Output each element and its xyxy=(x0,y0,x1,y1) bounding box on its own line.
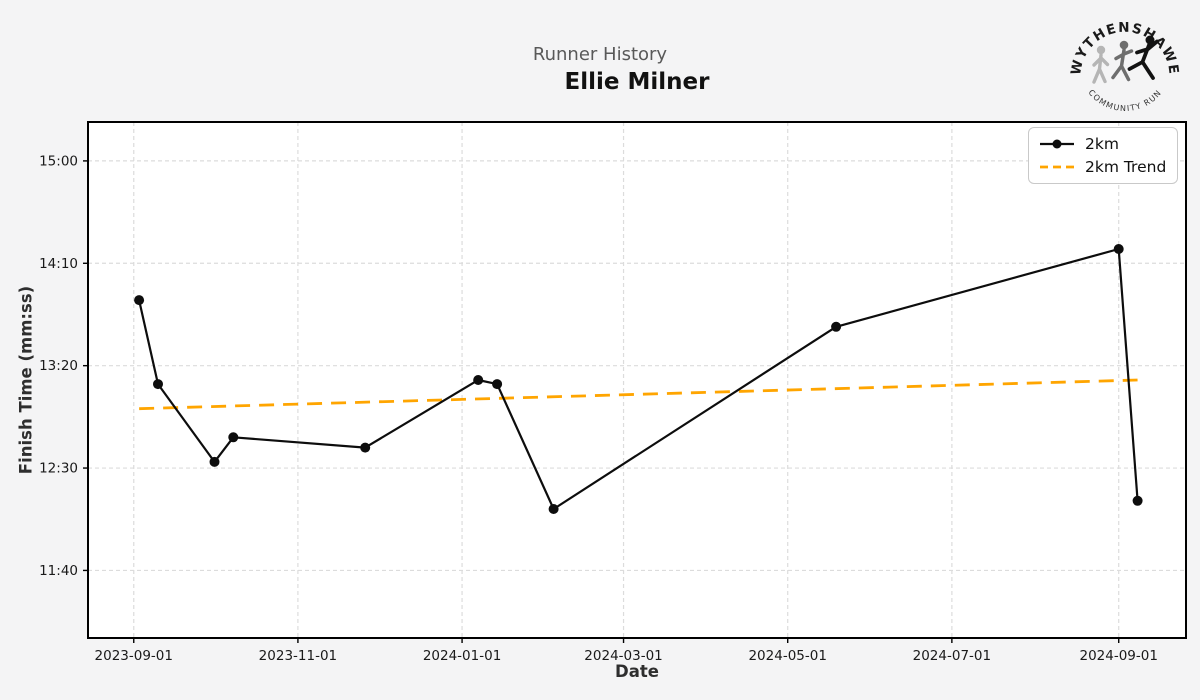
data-point-marker xyxy=(360,442,371,453)
x-tick-label: 2024-05-01 xyxy=(748,648,826,664)
runner-name-title: Ellie Milner xyxy=(564,69,710,95)
legend-item-series: 2km xyxy=(1038,135,1167,153)
sprinter-icon xyxy=(1127,35,1159,80)
y-tick-label: 15:00 xyxy=(39,153,78,169)
series-line-icon xyxy=(1040,139,1074,149)
x-tick-label: 2024-09-01 xyxy=(1079,648,1157,664)
y-axis-label: Finish Time (mm:ss) xyxy=(16,285,36,475)
y-tick-label: 14:10 xyxy=(39,256,78,272)
data-point-marker xyxy=(473,375,484,385)
data-point-marker xyxy=(153,379,163,390)
data-point-marker xyxy=(134,295,145,306)
data-point-marker xyxy=(831,321,842,332)
y-tick-label: 13:20 xyxy=(39,358,78,374)
y-tick-label: 12:30 xyxy=(39,461,78,477)
plot-border xyxy=(87,121,1187,639)
legend-item-trend: 2km Trend xyxy=(1038,158,1167,176)
data-point-marker xyxy=(492,379,503,390)
legend-label-series: 2km xyxy=(1085,135,1119,153)
x-tick-label: 2024-01-01 xyxy=(423,648,501,664)
plot-area xyxy=(88,122,1186,638)
data-point-marker xyxy=(1132,495,1143,506)
x-tick-label: 2023-09-01 xyxy=(95,648,173,664)
x-tick-label: 2024-03-01 xyxy=(584,648,662,664)
jogger-icon xyxy=(1111,40,1134,82)
data-point-marker xyxy=(1113,244,1124,254)
data-point-marker xyxy=(209,456,220,467)
chart-subtitle: Runner History xyxy=(532,44,668,65)
x-tick-label: 2023-11-01 xyxy=(259,648,337,664)
x-tick-label: 2024-07-01 xyxy=(913,648,991,664)
x-axis-label: Date xyxy=(615,662,659,681)
y-tick-label: 11:40 xyxy=(39,563,78,579)
data-point-marker xyxy=(228,432,239,443)
data-point-marker xyxy=(548,504,559,514)
legend-label-trend: 2km Trend xyxy=(1085,158,1167,176)
legend: 2km 2km Trend xyxy=(1028,127,1178,184)
walker-icon xyxy=(1092,45,1110,84)
club-logo: WYTHENSHAWE COMMUNITY RUN xyxy=(1068,20,1180,113)
trend-line-icon xyxy=(1040,165,1074,169)
